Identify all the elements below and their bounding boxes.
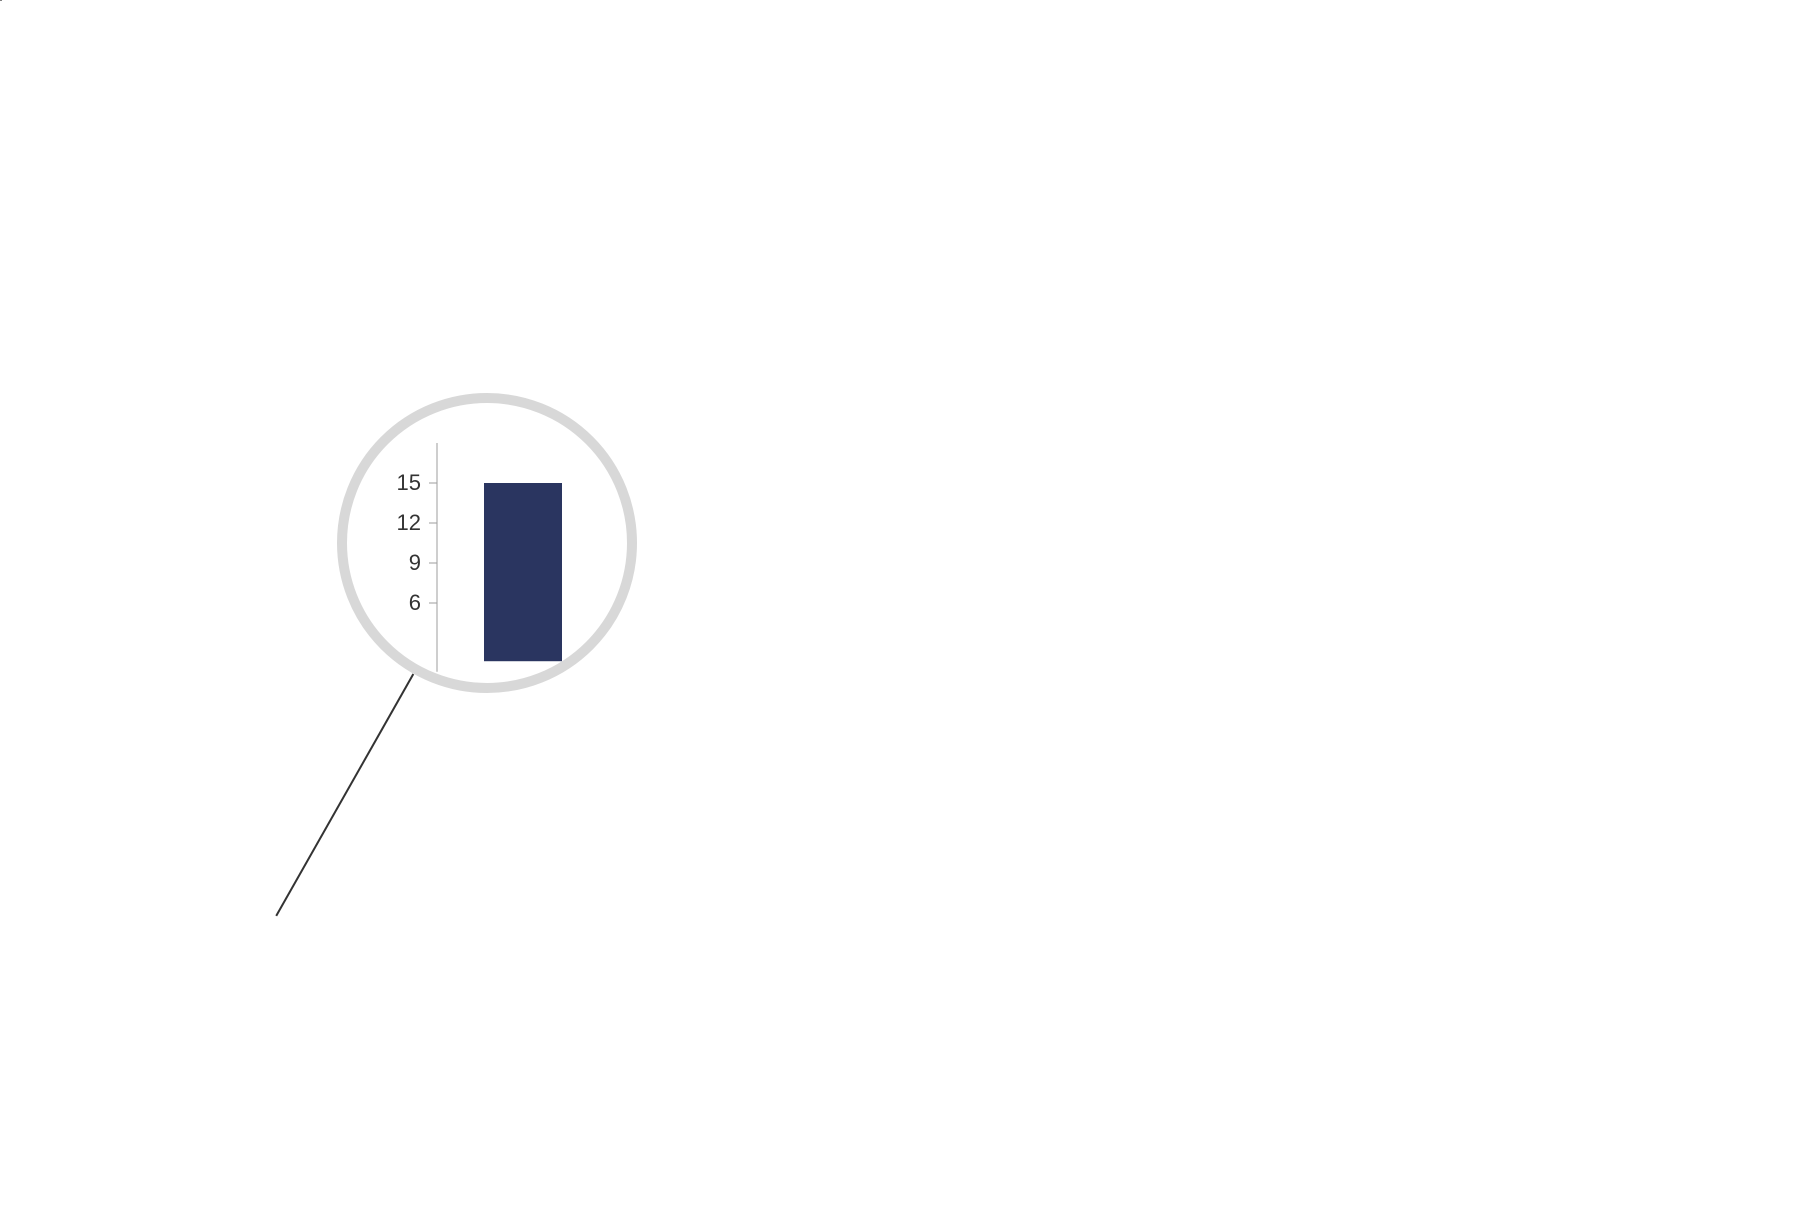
inset-bar xyxy=(484,483,562,661)
plan-bracket xyxy=(0,0,2,1)
inset-y-tick-label: 9 xyxy=(409,550,421,575)
chart-canvas: 6 9 12 15 xyxy=(0,0,1800,1220)
inset-y-tick-label: 12 xyxy=(397,510,421,535)
inset-circle: 6 9 12 15 xyxy=(337,393,637,693)
inset-y-tick-label: 6 xyxy=(409,590,421,615)
callout-line xyxy=(275,674,413,916)
inset-svg: 6 9 12 15 xyxy=(347,403,627,683)
inset-y-tick-label: 15 xyxy=(397,470,421,495)
